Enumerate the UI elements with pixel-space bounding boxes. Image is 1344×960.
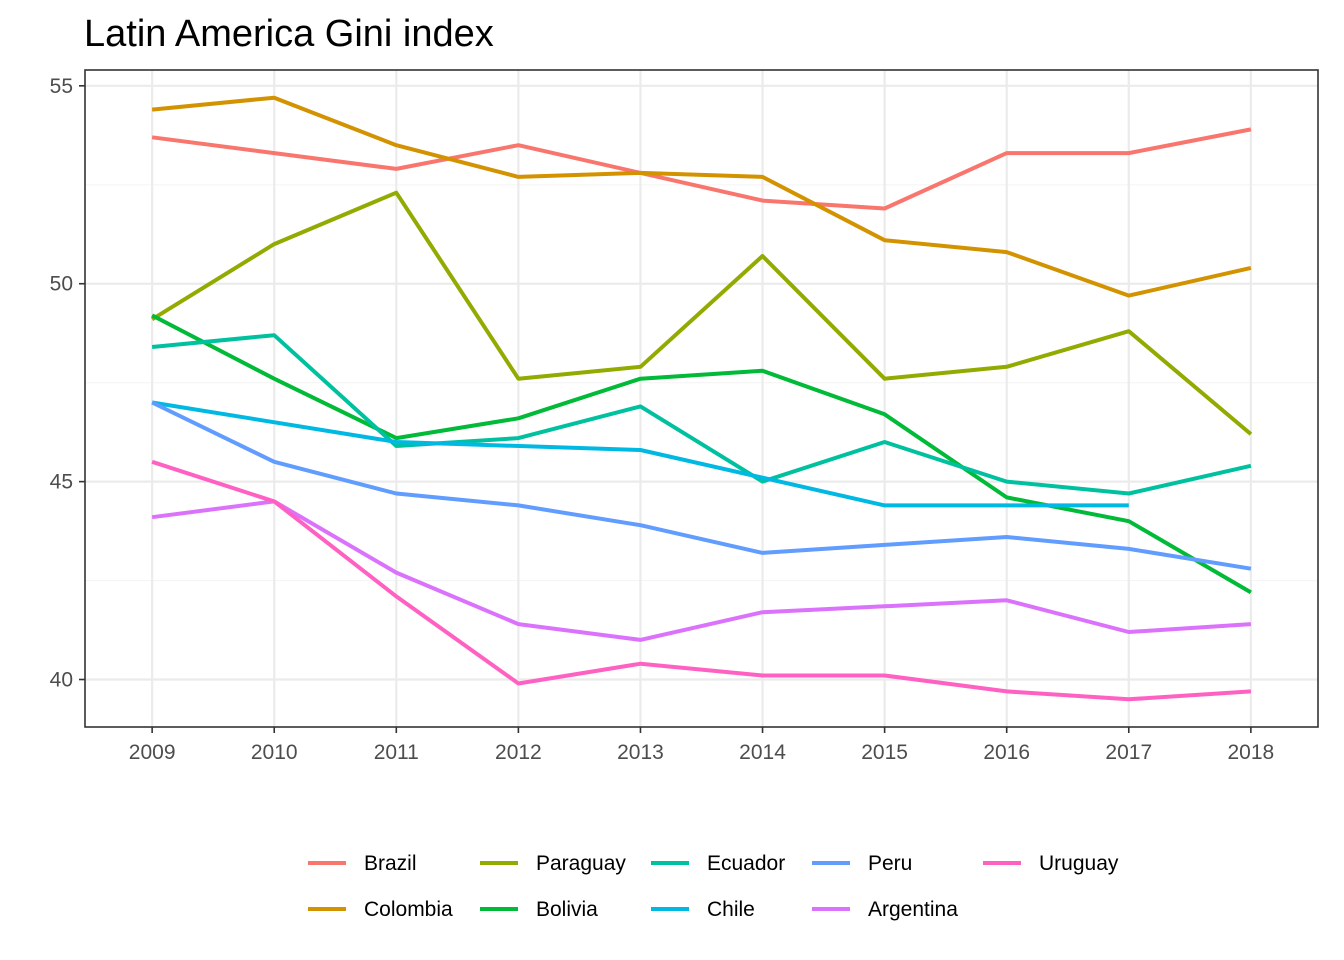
x-tick-label: 2013 — [617, 741, 664, 764]
x-tick-label: 2017 — [1105, 741, 1152, 764]
series-layer — [151, 95, 1253, 702]
plot-panel-border — [84, 69, 1319, 728]
x-tick-label: 2018 — [1227, 741, 1274, 764]
series-line-paraguay — [151, 190, 1253, 436]
x-tick-label: 2012 — [495, 741, 542, 764]
legend-label-argentina: Argentina — [868, 898, 958, 921]
y-tick-label: 55 — [50, 75, 73, 98]
legend-label-colombia: Colombia — [364, 898, 453, 921]
legend-label-uruguay: Uruguay — [1039, 852, 1119, 875]
y-tick-label: 40 — [50, 669, 73, 692]
x-tick-label: 2014 — [739, 741, 786, 764]
x-tick-label: 2009 — [129, 741, 176, 764]
y-tick-label: 50 — [50, 273, 73, 296]
x-tick-label: 2010 — [251, 741, 298, 764]
series-line-chile — [151, 400, 1129, 508]
chart-title: Latin America Gini index — [84, 13, 494, 55]
series-line-uruguay — [151, 459, 1252, 702]
series-line-bolivia — [151, 313, 1252, 595]
series-line-colombia — [151, 95, 1252, 298]
grid-layer — [85, 70, 1318, 727]
legend-label-peru: Peru — [868, 852, 912, 875]
series-line-argentina — [151, 499, 1252, 642]
x-tick-label: 2015 — [861, 741, 908, 764]
legend-label-paraguay: Paraguay — [536, 852, 626, 875]
x-tick-label: 2011 — [374, 741, 419, 764]
y-tick-label: 45 — [50, 471, 73, 494]
legend: Brazil Colombia Paraguay Bolivia Ecuador Chil… — [308, 852, 1119, 921]
series-line-peru — [151, 400, 1252, 571]
legend-label-brazil: Brazil — [364, 852, 417, 875]
axis-layer: 40 45 50 55 2009 2010 2011 2012 2013 2014 2015 2016… — [50, 75, 1275, 764]
series-line-brazil — [151, 127, 1252, 211]
legend-label-chile: Chile — [707, 898, 755, 921]
x-tick-label: 2016 — [983, 741, 1030, 764]
series-line-ecuador — [151, 333, 1252, 496]
legend-label-ecuador: Ecuador — [707, 852, 785, 875]
legend-label-bolivia: Bolivia — [536, 898, 598, 921]
